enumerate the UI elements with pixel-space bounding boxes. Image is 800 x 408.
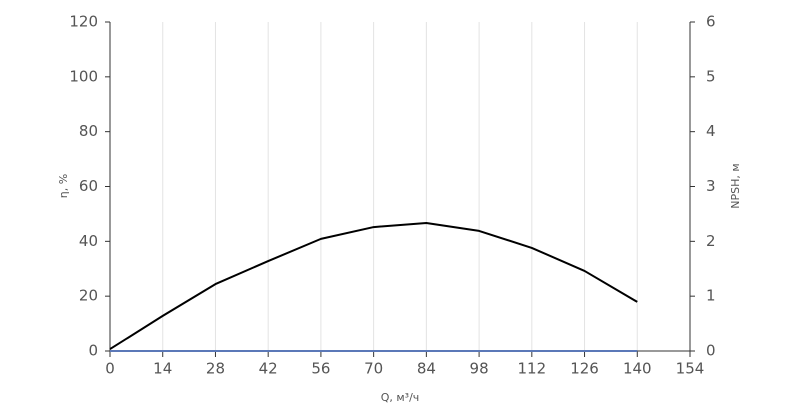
y2-tick-label: 6 [706,13,716,31]
y-tick-label: 20 [79,287,98,305]
x-tick-label: 14 [153,360,172,378]
y2-tick-label: 4 [706,122,716,140]
series-line [109,221,638,350]
y-tick-label: 40 [79,232,98,250]
x-axis-label: Q, м³/ч [381,391,420,404]
y2-tick-label: 1 [706,287,716,305]
x-tick-label: 98 [470,360,489,378]
y-axis-label: η, % [57,174,70,198]
y-tick-label: 100 [69,67,98,85]
x-tick-label: 56 [311,360,330,378]
x-tick-label: 28 [206,360,225,378]
y-tick-label: 60 [79,177,98,195]
x-tick-label: 0 [105,360,115,378]
x-tick-label: 126 [570,360,599,378]
y2-tick-label: 2 [706,232,716,250]
x-tick-label: 84 [417,360,436,378]
x-tick-label: 154 [676,360,705,378]
x-tick-label: 140 [623,360,652,378]
x-tick-label: 70 [364,360,383,378]
x-tick-label: 112 [517,360,546,378]
y-tick-label: 80 [79,122,98,140]
y-tick-label: 0 [88,342,98,360]
y2-tick-label: 5 [706,67,716,85]
y2-axis-label: NPSH, м [729,163,742,208]
y2-tick-label: 3 [706,177,716,195]
x-tick-label: 42 [259,360,278,378]
y-tick-label: 120 [69,13,98,31]
y2-tick-label: 0 [706,342,716,360]
